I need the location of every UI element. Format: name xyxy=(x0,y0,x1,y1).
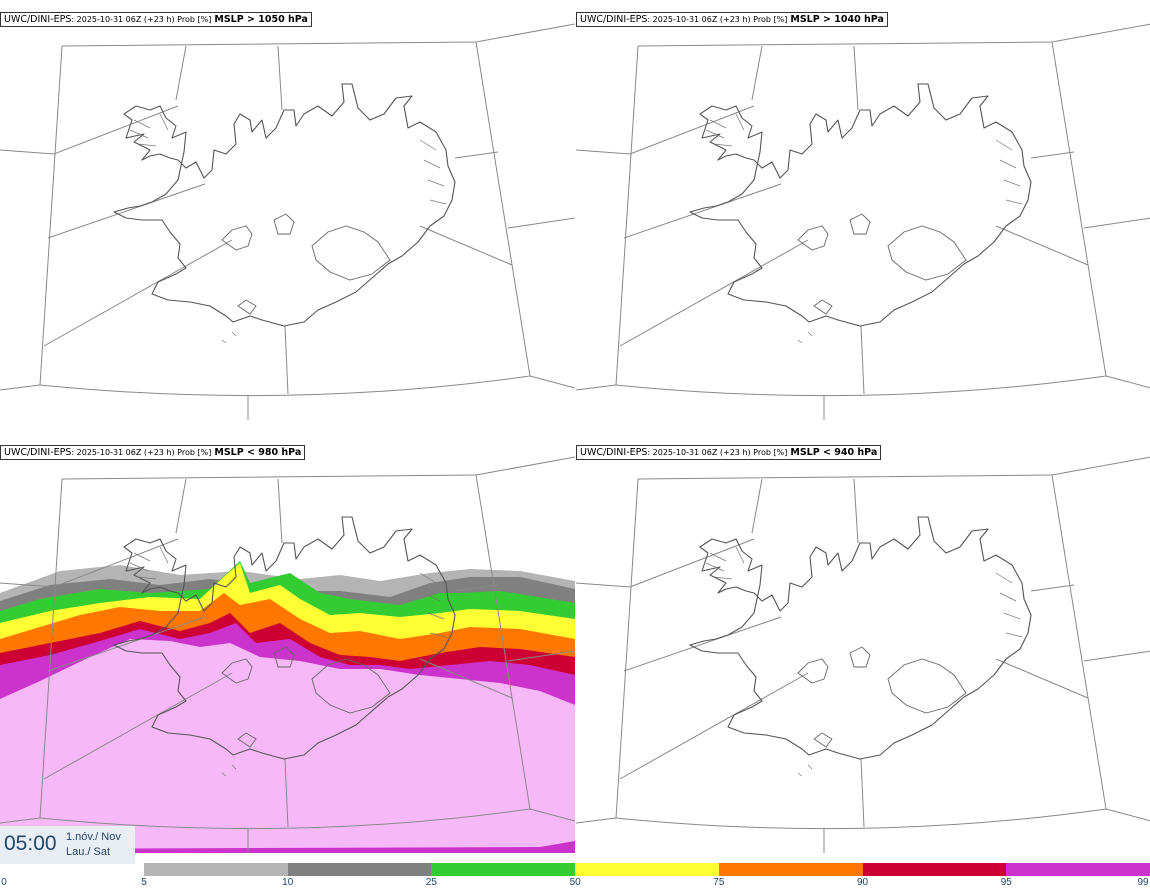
colorbar-segment xyxy=(144,863,289,876)
variable-label: MSLP > 1040 hPa xyxy=(790,14,884,25)
panel-title: UWC/DINI-EPS: 2025-10-31 06Z (+23 h) Pro… xyxy=(0,445,306,460)
colorbar-tick-label: 90 xyxy=(857,877,869,888)
colorbar-segment xyxy=(287,863,432,876)
valid-time: 05:00 xyxy=(4,832,57,855)
colorbar-tick-label: 25 xyxy=(425,877,437,888)
probability-field xyxy=(0,561,575,853)
map-panel-mslp-gt-1040: UWC/DINI-EPS: 2025-10-31 06Z (+23 h) Pro… xyxy=(576,10,1150,442)
iceland-map xyxy=(576,456,1150,854)
panel-title: UWC/DINI-EPS: 2025-10-31 06Z (+23 h) Pro… xyxy=(576,445,882,460)
model-source: UWC/DINI-EPS xyxy=(580,14,648,25)
valid-time-box: 05:00 1.nóv./ Nov Lau./ Sat xyxy=(0,826,135,864)
panel-title: UWC/DINI-EPS: 2025-10-31 06Z (+23 h) Pro… xyxy=(0,12,312,27)
map-canvas xyxy=(0,23,575,421)
colorbar-segment xyxy=(1006,863,1150,876)
colorbar-tick-label: 95 xyxy=(1000,877,1012,888)
variable-label: MSLP < 980 hPa xyxy=(214,447,302,458)
valid-weekday: Lau./ Sat xyxy=(66,846,111,858)
variable-label: MSLP < 940 hPa xyxy=(790,447,878,458)
colorbar-tick-label: 10 xyxy=(282,877,294,888)
colorbar-segment xyxy=(575,863,720,876)
map-panel-mslp-lt-980: UWC/DINI-EPS: 2025-10-31 06Z (+23 h) Pro… xyxy=(0,443,575,875)
run-meta: : 2025-10-31 06Z (+23 h) Prob [%] xyxy=(647,15,788,24)
map-canvas xyxy=(576,456,1150,854)
valid-date: 1.nóv./ Nov xyxy=(66,831,121,843)
iceland-map xyxy=(576,23,1150,421)
probability-colorbar xyxy=(144,863,1150,876)
run-meta: : 2025-10-31 06Z (+23 h) Prob [%] xyxy=(71,448,212,457)
map-canvas xyxy=(0,456,575,854)
colorbar-tick-label: 5 xyxy=(141,877,147,888)
iceland-map xyxy=(0,23,575,421)
model-source: UWC/DINI-EPS xyxy=(4,14,72,25)
run-meta: : 2025-10-31 06Z (+23 h) Prob [%] xyxy=(71,15,212,24)
colorbar-segment xyxy=(718,863,864,876)
map-canvas xyxy=(576,23,1150,421)
colorbar-segment xyxy=(431,863,576,876)
prob-band-99 xyxy=(0,639,575,849)
colorbar-tick-label: 50 xyxy=(569,877,581,888)
colorbar-tick-label: 0 xyxy=(1,877,7,888)
map-panel-mslp-lt-940: UWC/DINI-EPS: 2025-10-31 06Z (+23 h) Pro… xyxy=(576,443,1150,875)
run-meta: : 2025-10-31 06Z (+23 h) Prob [%] xyxy=(647,448,788,457)
variable-label: MSLP > 1050 hPa xyxy=(214,14,308,25)
colorbar-segment xyxy=(862,863,1007,876)
colorbar-tick-label: 99 xyxy=(1137,877,1149,888)
colorbar-tick-label: 75 xyxy=(713,877,725,888)
panel-title: UWC/DINI-EPS: 2025-10-31 06Z (+23 h) Pro… xyxy=(576,12,888,27)
map-panel-mslp-gt-1050: UWC/DINI-EPS: 2025-10-31 06Z (+23 h) Pro… xyxy=(0,10,575,442)
model-source: UWC/DINI-EPS xyxy=(4,447,72,458)
model-source: UWC/DINI-EPS xyxy=(580,447,648,458)
